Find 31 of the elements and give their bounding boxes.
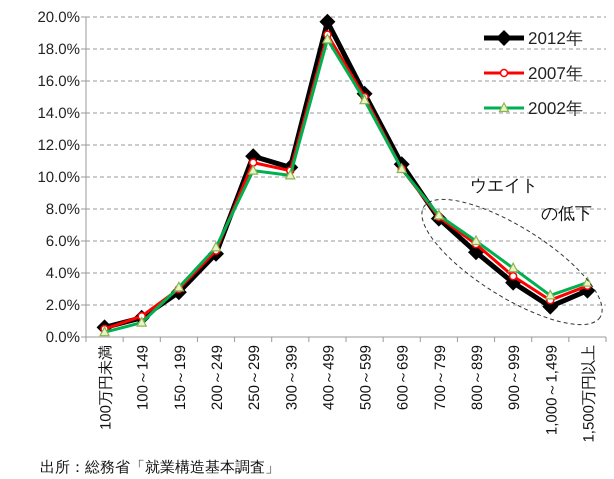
y-tick-label: 6.0% — [46, 233, 80, 250]
y-tick-label: 0.0% — [46, 329, 80, 346]
x-tick-label: 500～599 — [358, 345, 375, 410]
y-tick-label: 2.0% — [46, 297, 80, 314]
y-tick-label: 4.0% — [46, 265, 80, 282]
y-tick-label: 18.0% — [37, 41, 80, 58]
x-tick-label: 150～199 — [172, 345, 189, 410]
y-tick-label: 20.0% — [37, 9, 80, 26]
annotation: ウエイト — [470, 176, 538, 195]
y-tick-label: 8.0% — [46, 201, 80, 218]
x-tick-label: 600～699 — [394, 345, 412, 410]
x-tick-label: 800～899 — [469, 345, 486, 410]
y-tick-label: 14.0% — [37, 105, 80, 122]
legend-label: 2007年 — [528, 64, 583, 83]
x-tick-label: 700～799 — [432, 345, 449, 410]
y-tick-label: 10.0% — [37, 169, 80, 186]
x-tick-label: 900～999 — [506, 345, 524, 410]
x-tick-label: 400～499 — [320, 345, 338, 410]
legend-label: 2002年 — [528, 99, 583, 118]
x-tick-label: 1,000～1,499 — [543, 345, 560, 436]
legend-label: 2012年 — [528, 29, 583, 48]
x-tick-label: 100万円未満 — [98, 345, 115, 430]
x-tick-label: 250～299 — [246, 345, 264, 410]
x-tick-label: 1,500万円以上 — [580, 345, 598, 443]
y-tick-label: 12.0% — [37, 137, 80, 154]
annotation: の低下 — [541, 204, 592, 223]
text: 出所：総務省「就業構造基本調査」 — [40, 459, 280, 476]
x-tick-label: 300～399 — [283, 345, 300, 410]
x-tick-label: 200～249 — [209, 345, 226, 410]
y-tick-label: 16.0% — [37, 73, 80, 90]
x-tick-label: 100～149 — [134, 345, 152, 410]
